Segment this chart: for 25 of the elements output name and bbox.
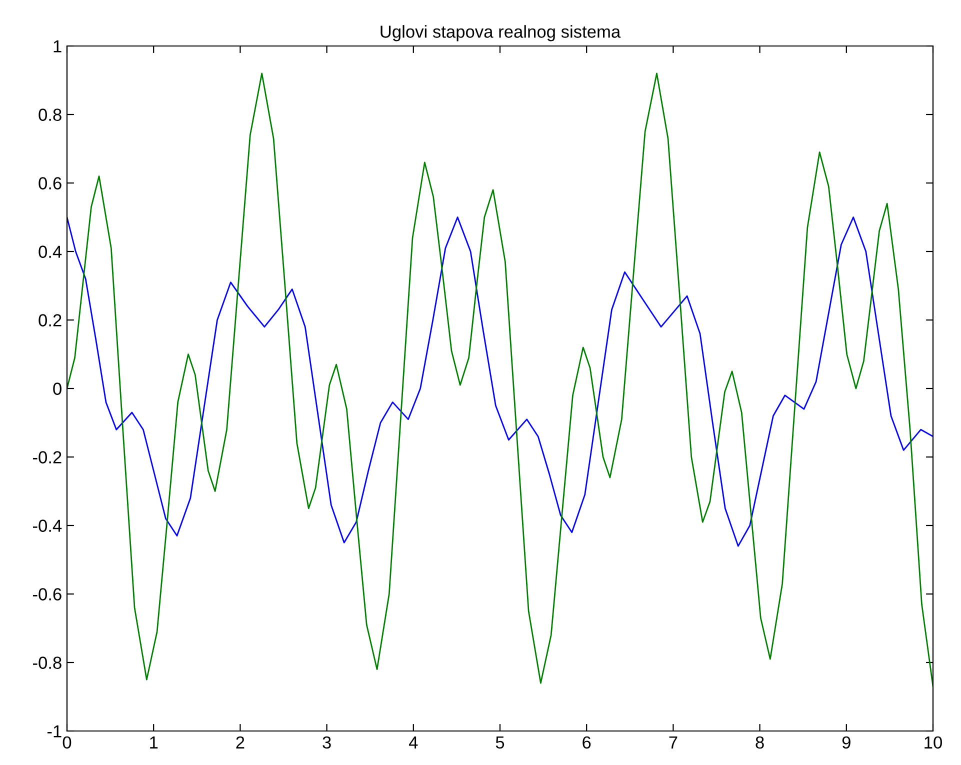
x-tick-label: 2 bbox=[236, 736, 244, 748]
y-tick-label: -0.4 bbox=[32, 520, 62, 532]
x-tick-label: 5 bbox=[496, 736, 504, 749]
y-tick-label: -0.2 bbox=[32, 451, 62, 464]
y-tick-label: -0.6 bbox=[32, 588, 62, 600]
x-tick-label: 4 bbox=[408, 736, 418, 748]
y-tick-label: -0.8 bbox=[32, 656, 62, 669]
y-tick-label: 0.4 bbox=[38, 246, 62, 258]
x-tick-label: 7 bbox=[669, 736, 678, 748]
y-tick-label: 1 bbox=[54, 40, 62, 52]
x-tick-label: 6 bbox=[582, 736, 591, 749]
x-tick-label: 3 bbox=[322, 736, 331, 749]
x-tick-label: 0 bbox=[62, 736, 72, 749]
x-tick-label: 1 bbox=[150, 736, 158, 748]
x-tick-label: 9 bbox=[842, 736, 850, 749]
y-tick-label: 0.6 bbox=[38, 177, 62, 190]
chart-title: Uglovi stapova realnog sistema bbox=[380, 25, 621, 42]
line-series bbox=[67, 72, 933, 688]
y-tick-label: 0.2 bbox=[38, 314, 62, 326]
line-series bbox=[67, 216, 933, 547]
x-tick-label: 8 bbox=[756, 736, 764, 749]
y-tick-label: 0 bbox=[53, 382, 62, 395]
x-tick-label: 10 bbox=[924, 736, 942, 749]
y-tick-label: 0.8 bbox=[38, 108, 62, 121]
y-tick-label: -1 bbox=[47, 725, 62, 738]
